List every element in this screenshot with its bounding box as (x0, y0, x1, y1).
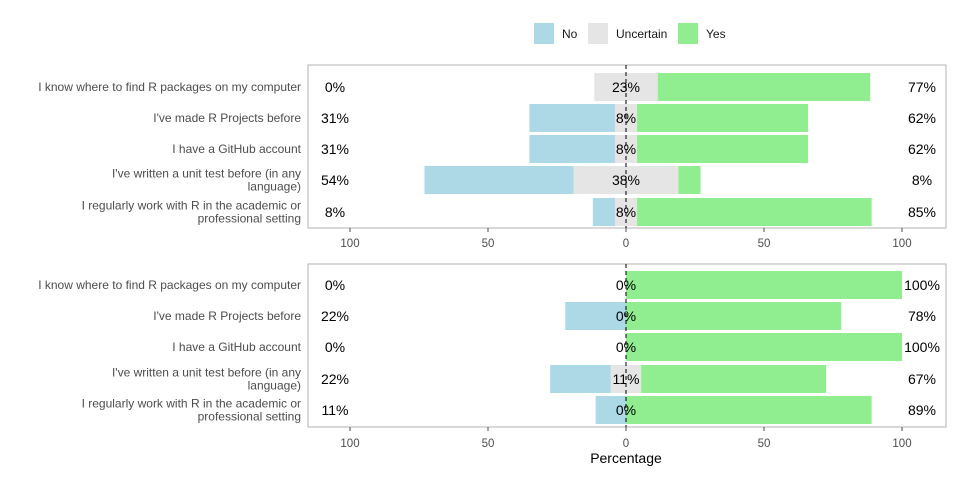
category-label: I've written a unit test before (in any l… (112, 366, 301, 393)
legend-key-yes (678, 23, 698, 44)
bar-no (592, 198, 615, 226)
label-no: 0% (325, 339, 345, 355)
bar-yes (657, 73, 871, 101)
label-no: 8% (325, 204, 345, 220)
label-no: 11% (322, 402, 349, 418)
category-label: I regularly work with R in the academic … (82, 199, 301, 226)
panel-2: 100 50 0 50 100 I know where to find R packag… (38, 263, 947, 450)
x-tick-label: 50 (482, 238, 495, 250)
panel-1: 100 50 0 50 100 I know where to find R packag… (38, 64, 947, 250)
x-tick-label: 100 (892, 238, 911, 250)
label-yes: 100% (904, 339, 940, 355)
x-tick-label: 0 (623, 238, 629, 250)
bar-yes (626, 271, 902, 299)
label-yes: 89% (908, 402, 936, 418)
label-yes: 78% (908, 308, 936, 324)
bar-yes (626, 302, 842, 330)
category-label: I've made R Projects before (153, 111, 301, 125)
bar-no (424, 166, 574, 194)
label-no: 31% (321, 110, 349, 126)
label-no: 22% (321, 308, 349, 324)
category-label: I regularly work with R in the academic … (82, 397, 301, 424)
category-label: I've written a unit test before (in any l… (112, 167, 301, 194)
label-uncertain: 0% (616, 339, 636, 355)
chart-panels: 100 50 0 50 100 I know where to find R packag… (38, 64, 947, 450)
bar-yes (626, 396, 872, 424)
legend-key-uncertain (588, 23, 608, 44)
bar-yes (641, 365, 827, 393)
bar-yes (626, 333, 902, 361)
bar-yes (637, 104, 809, 132)
label-no: 0% (325, 79, 345, 95)
x-tick-label: 50 (758, 438, 771, 450)
x-tick-label: 100 (340, 238, 359, 250)
label-uncertain: 0% (616, 402, 636, 418)
legend-key-no (534, 23, 554, 44)
label-no: 31% (321, 141, 349, 157)
label-no: 54% (321, 172, 349, 188)
bar-no (565, 302, 626, 330)
panel-border (307, 64, 947, 229)
legend: No Uncertain Yes (534, 23, 726, 44)
category-label: I know where to find R packages on my co… (38, 278, 301, 292)
label-yes: 85% (908, 204, 936, 220)
label-yes: 100% (904, 277, 940, 293)
bar-yes (637, 135, 809, 163)
bar-yes (637, 198, 872, 226)
label-no: 22% (321, 371, 349, 387)
label-yes: 8% (912, 172, 932, 188)
x-tick-label: 0 (623, 438, 629, 450)
x-tick-label: 100 (892, 438, 911, 450)
label-yes: 62% (908, 110, 936, 126)
panel-border (307, 263, 947, 428)
x-tick-label: 50 (482, 438, 495, 450)
category-label: I know where to find R packages on my co… (38, 80, 301, 94)
x-tick-label: 100 (340, 438, 359, 450)
category-label: I have a GitHub account (172, 340, 301, 354)
label-yes: 67% (908, 371, 936, 387)
category-label: I have a GitHub account (172, 142, 301, 156)
legend-label-uncertain: Uncertain (616, 27, 667, 41)
legend-label-yes: Yes (706, 27, 726, 41)
label-no: 0% (325, 277, 345, 293)
bar-no (550, 365, 611, 393)
legend-label-no: No (562, 27, 578, 41)
category-label: I've made R Projects before (153, 309, 301, 323)
bar-no (595, 396, 626, 424)
x-tick-label: 50 (758, 238, 771, 250)
label-yes: 77% (908, 79, 936, 95)
x-axis-title: Percentage (590, 450, 662, 466)
bar-no (529, 135, 615, 163)
bar-yes (678, 166, 701, 194)
label-yes: 62% (908, 141, 936, 157)
bar-no (529, 104, 615, 132)
